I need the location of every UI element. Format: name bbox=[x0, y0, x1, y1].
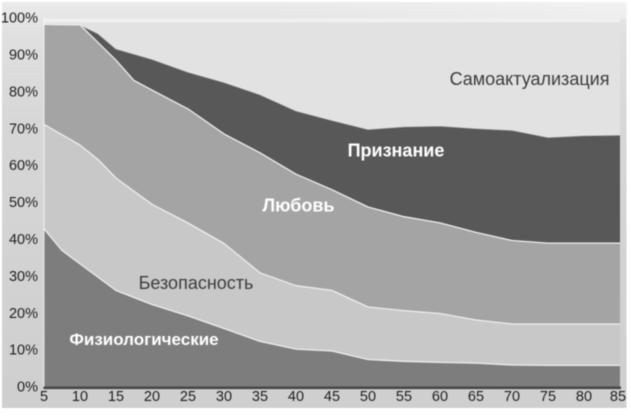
svg-text:20%: 20% bbox=[9, 306, 38, 322]
svg-text:50%: 50% bbox=[9, 195, 38, 211]
svg-text:Любовь: Любовь bbox=[262, 196, 334, 216]
svg-text:70%: 70% bbox=[9, 121, 38, 137]
svg-text:40%: 40% bbox=[9, 232, 38, 248]
svg-text:75: 75 bbox=[540, 389, 556, 405]
svg-text:85: 85 bbox=[610, 389, 626, 405]
svg-text:100%: 100% bbox=[1, 11, 38, 27]
svg-text:Физиологические: Физиологические bbox=[69, 330, 218, 349]
svg-text:Признание: Признание bbox=[348, 141, 445, 161]
svg-text:70: 70 bbox=[504, 389, 520, 405]
svg-text:45: 45 bbox=[324, 389, 340, 405]
svg-text:60: 60 bbox=[432, 389, 448, 405]
svg-text:55: 55 bbox=[396, 389, 412, 405]
svg-text:10: 10 bbox=[72, 389, 88, 405]
svg-text:90%: 90% bbox=[9, 48, 38, 64]
svg-text:40: 40 bbox=[288, 389, 304, 405]
svg-text:Самоактуализация: Самоактуализация bbox=[450, 69, 610, 89]
svg-text:15: 15 bbox=[108, 389, 124, 405]
svg-text:Безопасность: Безопасность bbox=[139, 273, 254, 293]
svg-text:5: 5 bbox=[40, 389, 48, 405]
svg-text:65: 65 bbox=[468, 389, 484, 405]
svg-text:10%: 10% bbox=[9, 343, 38, 359]
svg-text:30: 30 bbox=[216, 389, 232, 405]
svg-text:20: 20 bbox=[144, 389, 160, 405]
svg-text:80%: 80% bbox=[9, 84, 38, 100]
svg-text:30%: 30% bbox=[9, 269, 38, 285]
svg-text:25: 25 bbox=[180, 389, 196, 405]
svg-text:60%: 60% bbox=[9, 158, 38, 174]
svg-text:35: 35 bbox=[252, 389, 268, 405]
svg-text:50: 50 bbox=[360, 389, 376, 405]
svg-text:0%: 0% bbox=[17, 380, 38, 396]
svg-text:80: 80 bbox=[576, 389, 592, 405]
